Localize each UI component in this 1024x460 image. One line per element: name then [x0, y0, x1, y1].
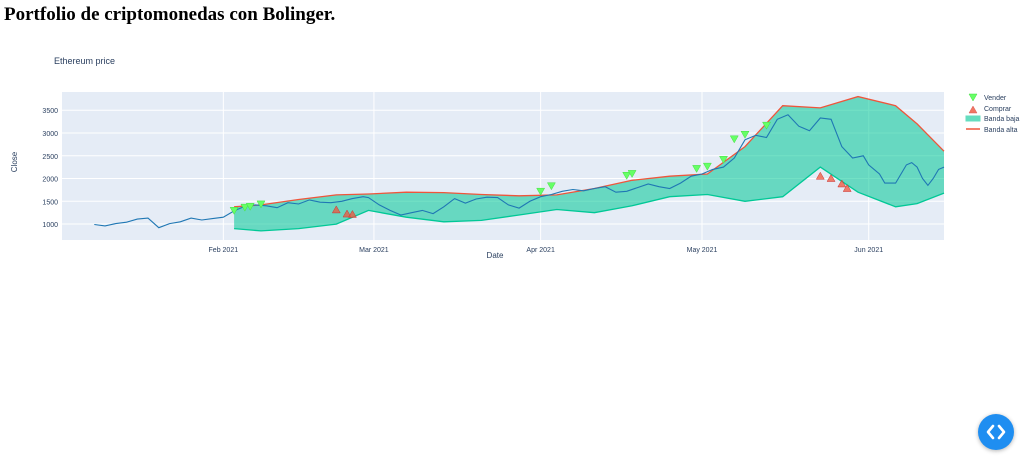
sell-marker: [622, 171, 632, 180]
legend-item-sell[interactable]: Vender: [968, 93, 1007, 102]
legend-item-upper-band[interactable]: Banda alta: [966, 127, 1018, 134]
buy-marker: [826, 174, 836, 182]
sell-marker: [240, 203, 250, 212]
buy-marker: [342, 209, 352, 218]
y-tick-label: 3000: [42, 131, 58, 138]
sell-marker: [536, 187, 546, 196]
sell-marker: [692, 165, 702, 173]
x-tick-label: Jun 2021: [854, 247, 883, 254]
y-tick-label: 2000: [42, 177, 58, 184]
legend-label-upper-band: Banda alta: [984, 127, 1018, 134]
legend-label-buy: Comprar: [984, 106, 1012, 113]
lower-band-line: [234, 166, 945, 232]
legend: Vender Comprar Banda baja Banda alta: [965, 93, 1020, 134]
legend-label-sell: Vender: [984, 95, 1007, 102]
chart-title: Ethereum price: [54, 56, 115, 66]
legend-item-buy[interactable]: Comprar: [968, 105, 1012, 114]
x-tick-label: Feb 2021: [209, 247, 239, 254]
sell-marker: [229, 207, 239, 215]
sell-marker: [740, 131, 750, 139]
buy-marker: [347, 209, 357, 218]
band-fill: [234, 96, 945, 231]
code-brackets-icon: [986, 424, 1006, 440]
x-tick-label: May 2021: [687, 247, 718, 254]
x-axis-label: Date: [487, 251, 504, 260]
legend-lower-band-symbol: [965, 115, 981, 122]
sell-marker: [762, 121, 771, 130]
y-tick-label: 3500: [42, 108, 58, 115]
x-tick-label: Mar 2021: [359, 247, 389, 254]
sell-marker: [245, 202, 255, 211]
x-axis-ticks: Feb 2021 Mar 2021 Apr 2021 May 2021 Jun 2021: [209, 247, 884, 254]
sell-marker: [256, 200, 266, 209]
buy-marker: [815, 171, 825, 180]
bollinger-chart: Ethereum price 100015002000250030003500 …: [10, 56, 1020, 260]
buy-marker: [842, 184, 852, 192]
sell-marker: [546, 182, 556, 191]
y-axis-ticks: 1000 1500 2000 2500 3000 3500: [42, 108, 58, 229]
sell-marker: [702, 162, 712, 171]
code-toggle-button[interactable]: [978, 414, 1014, 450]
legend-sell-symbol: [968, 93, 978, 102]
signal-markers: [229, 121, 852, 218]
y-tick-label: 2500: [42, 154, 58, 161]
legend-label-lower-band: Banda baja: [984, 116, 1020, 123]
buy-marker: [837, 179, 847, 188]
sell-marker: [719, 156, 728, 164]
legend-item-lower-band[interactable]: Banda baja: [965, 115, 1020, 123]
x-tick-label: Apr 2021: [526, 247, 555, 254]
sell-marker: [627, 170, 637, 178]
legend-buy-symbol: [968, 105, 978, 114]
buy-marker: [331, 205, 341, 214]
y-tick-label: 1500: [42, 199, 58, 206]
sell-marker: [729, 135, 739, 144]
y-axis-label: Close: [10, 151, 19, 172]
page-heading: Portfolio de criptomonedas con Bolinger.: [4, 4, 336, 25]
y-tick-label: 1000: [42, 222, 58, 229]
